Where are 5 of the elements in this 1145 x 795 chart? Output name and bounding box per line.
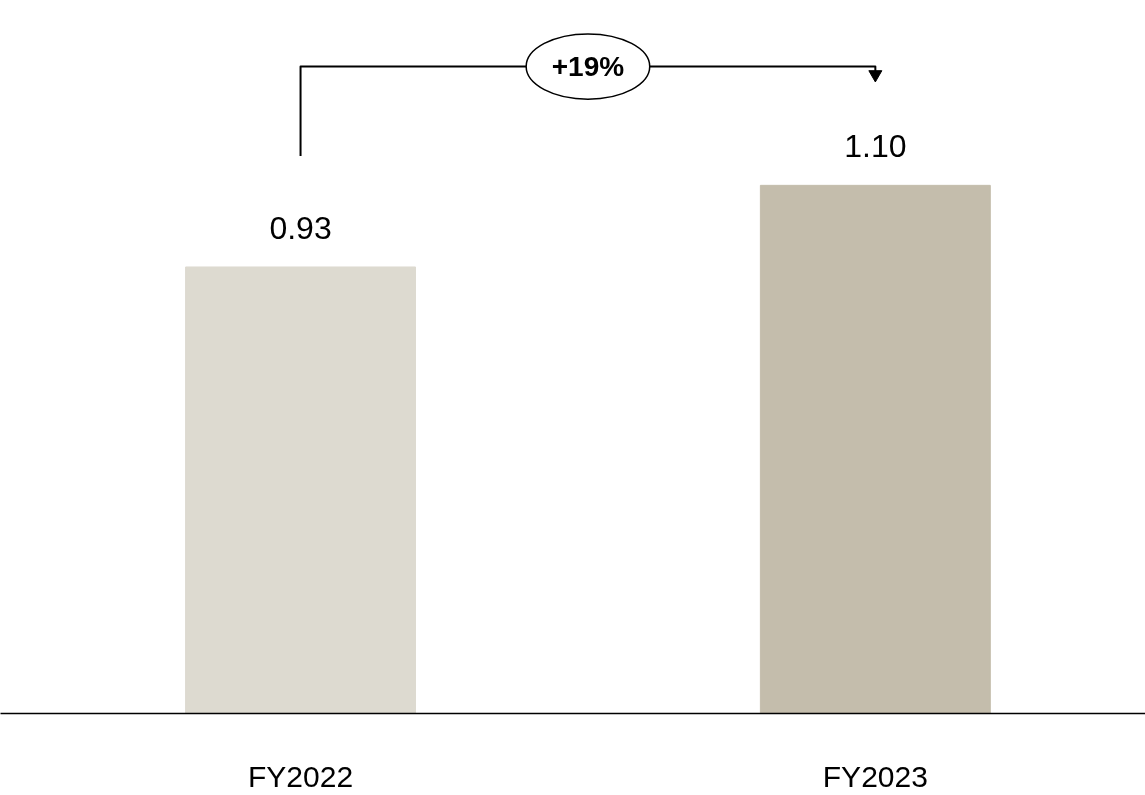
data-label: 1.10 bbox=[844, 128, 907, 165]
text: +19% bbox=[551, 51, 625, 83]
x-tick-label: FY2023 bbox=[822, 759, 928, 793]
data-label: 0.93 bbox=[269, 209, 332, 246]
x-tick-label: FY2022 bbox=[248, 759, 354, 793]
